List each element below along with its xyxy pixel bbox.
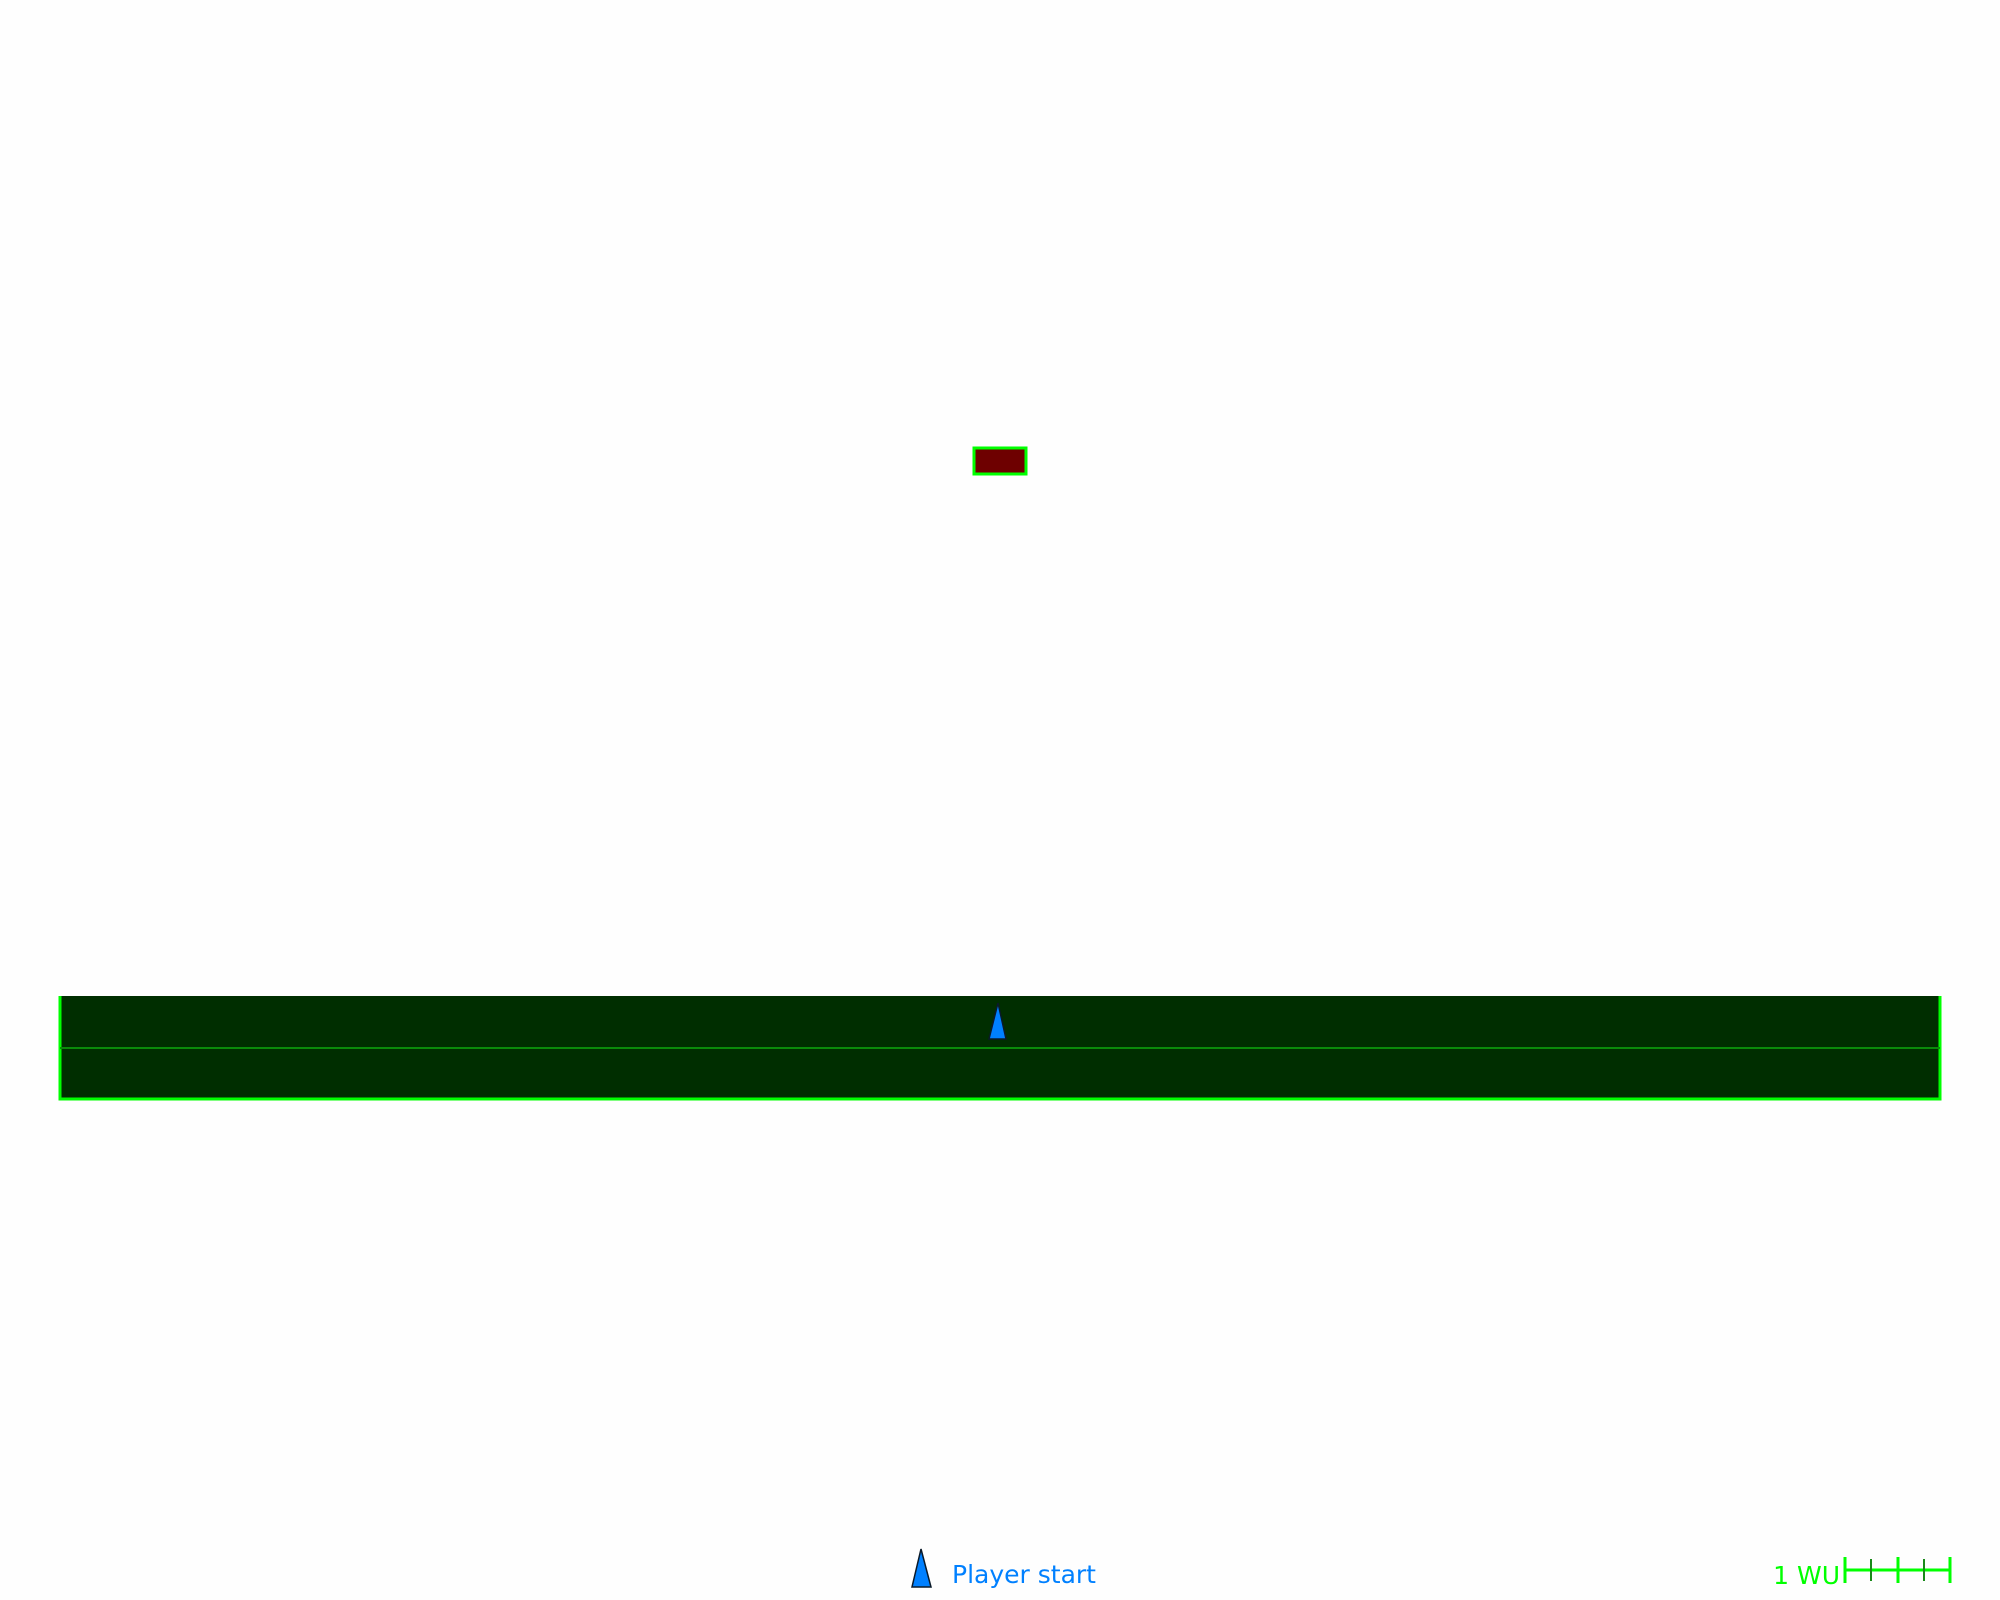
player-start-icon xyxy=(988,1002,1007,1040)
legend: Player start xyxy=(911,1548,1096,1589)
legend-player-start-label: Player start xyxy=(952,1560,1096,1589)
scale-bar-label: 1 WU xyxy=(1773,1561,1840,1590)
scale-bar: 1 WU xyxy=(1773,1557,1952,1590)
floating-block xyxy=(972,446,1028,476)
legend-player-start-icon xyxy=(911,1548,932,1588)
